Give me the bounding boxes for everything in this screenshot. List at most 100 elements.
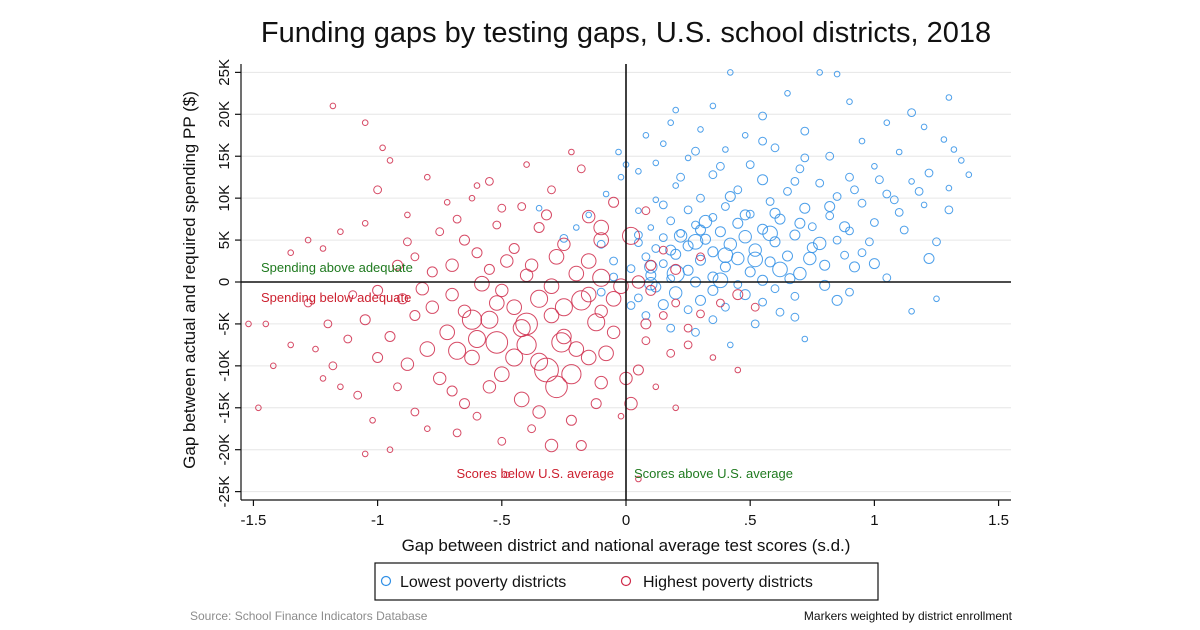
y-tick-label: 10K xyxy=(216,185,233,212)
data-point xyxy=(794,217,806,229)
data-point xyxy=(723,237,737,252)
data-point xyxy=(895,148,903,156)
data-point xyxy=(559,234,569,243)
data-point xyxy=(709,102,717,110)
data-point xyxy=(666,264,685,283)
data-point xyxy=(757,274,769,286)
x-tick-label: .5 xyxy=(744,512,757,529)
data-point xyxy=(337,383,344,391)
data-point xyxy=(739,209,751,221)
data-point xyxy=(819,279,831,291)
data-point xyxy=(506,299,523,316)
y-tick-label: -20K xyxy=(216,434,233,466)
data-point xyxy=(923,253,935,264)
x-tick-label: 1 xyxy=(870,512,878,529)
data-point xyxy=(882,273,892,283)
data-point xyxy=(384,331,396,342)
data-point xyxy=(658,311,668,320)
data-point xyxy=(459,234,470,246)
data-point xyxy=(544,438,559,453)
data-point xyxy=(721,202,730,211)
data-point xyxy=(801,335,809,343)
data-point xyxy=(803,251,817,266)
data-point xyxy=(790,312,800,322)
data-point xyxy=(343,334,353,344)
data-point xyxy=(724,191,736,202)
data-point xyxy=(439,324,456,341)
data-point xyxy=(940,136,948,143)
data-point xyxy=(500,254,514,268)
data-point xyxy=(857,248,867,258)
data-point xyxy=(515,312,538,336)
data-point xyxy=(353,390,363,400)
data-point xyxy=(775,307,785,317)
y-tick-label: -15K xyxy=(216,392,233,424)
data-point xyxy=(769,236,781,248)
data-point xyxy=(945,94,953,101)
data-point xyxy=(769,207,781,219)
data-point xyxy=(889,195,899,205)
data-point xyxy=(404,211,411,219)
data-point xyxy=(445,258,459,272)
data-point xyxy=(270,362,277,370)
data-point xyxy=(739,289,751,301)
data-point xyxy=(587,313,606,332)
y-tick-label: 20K xyxy=(216,101,233,128)
data-point xyxy=(640,318,652,330)
data-point xyxy=(457,304,472,318)
data-point xyxy=(393,382,402,392)
annotation-scores-above: Scores above U.S. average xyxy=(634,466,793,481)
data-point xyxy=(575,440,587,451)
data-point xyxy=(287,249,295,256)
data-point xyxy=(666,323,676,333)
data-point xyxy=(580,286,597,303)
data-point xyxy=(672,404,680,412)
data-point xyxy=(789,229,801,241)
data-point xyxy=(568,148,575,156)
data-point xyxy=(714,226,726,238)
data-point xyxy=(361,450,369,458)
y-tick-label: -25K xyxy=(216,476,233,508)
data-point xyxy=(716,298,725,308)
data-point xyxy=(593,232,610,248)
data-point xyxy=(965,171,973,178)
data-point xyxy=(626,301,636,310)
data-point xyxy=(494,366,510,383)
data-point xyxy=(833,70,841,78)
data-point xyxy=(580,253,597,269)
data-point xyxy=(593,219,610,236)
data-point xyxy=(782,250,793,262)
data-point xyxy=(585,211,593,219)
data-point xyxy=(626,264,636,274)
y-tick-label: 0 xyxy=(216,278,233,286)
data-point xyxy=(613,278,629,295)
data-point xyxy=(571,290,592,311)
data-point xyxy=(424,425,431,433)
tick-labels: -1.5 -1 -.5 0 .5 1 1.5 25K 20K 15K 10K 5K 0 -5K -10K -1… xyxy=(216,59,1009,529)
data-point xyxy=(793,266,807,281)
data-point xyxy=(950,146,958,153)
data-point xyxy=(932,237,941,247)
data-point xyxy=(907,108,916,117)
data-point xyxy=(684,154,692,162)
data-point xyxy=(419,341,436,357)
legend-label-lowest-poverty: Lowest poverty districts xyxy=(400,574,566,591)
series-0 xyxy=(535,69,973,349)
data-point xyxy=(764,256,776,268)
data-point xyxy=(485,177,494,186)
data-point xyxy=(505,348,524,367)
data-point xyxy=(596,239,606,249)
data-point xyxy=(825,151,835,161)
footer-source: Source: School Finance Indicators Databa… xyxy=(190,609,428,623)
data-point xyxy=(790,177,800,186)
data-point xyxy=(492,220,502,230)
data-point xyxy=(617,173,625,181)
data-point xyxy=(495,283,509,298)
data-point xyxy=(831,294,843,306)
data-point xyxy=(695,254,706,266)
legend-marker-highest-poverty xyxy=(620,575,632,587)
data-point xyxy=(824,201,836,212)
data-point xyxy=(698,214,713,229)
data-point xyxy=(719,261,731,273)
data-point xyxy=(696,252,705,262)
